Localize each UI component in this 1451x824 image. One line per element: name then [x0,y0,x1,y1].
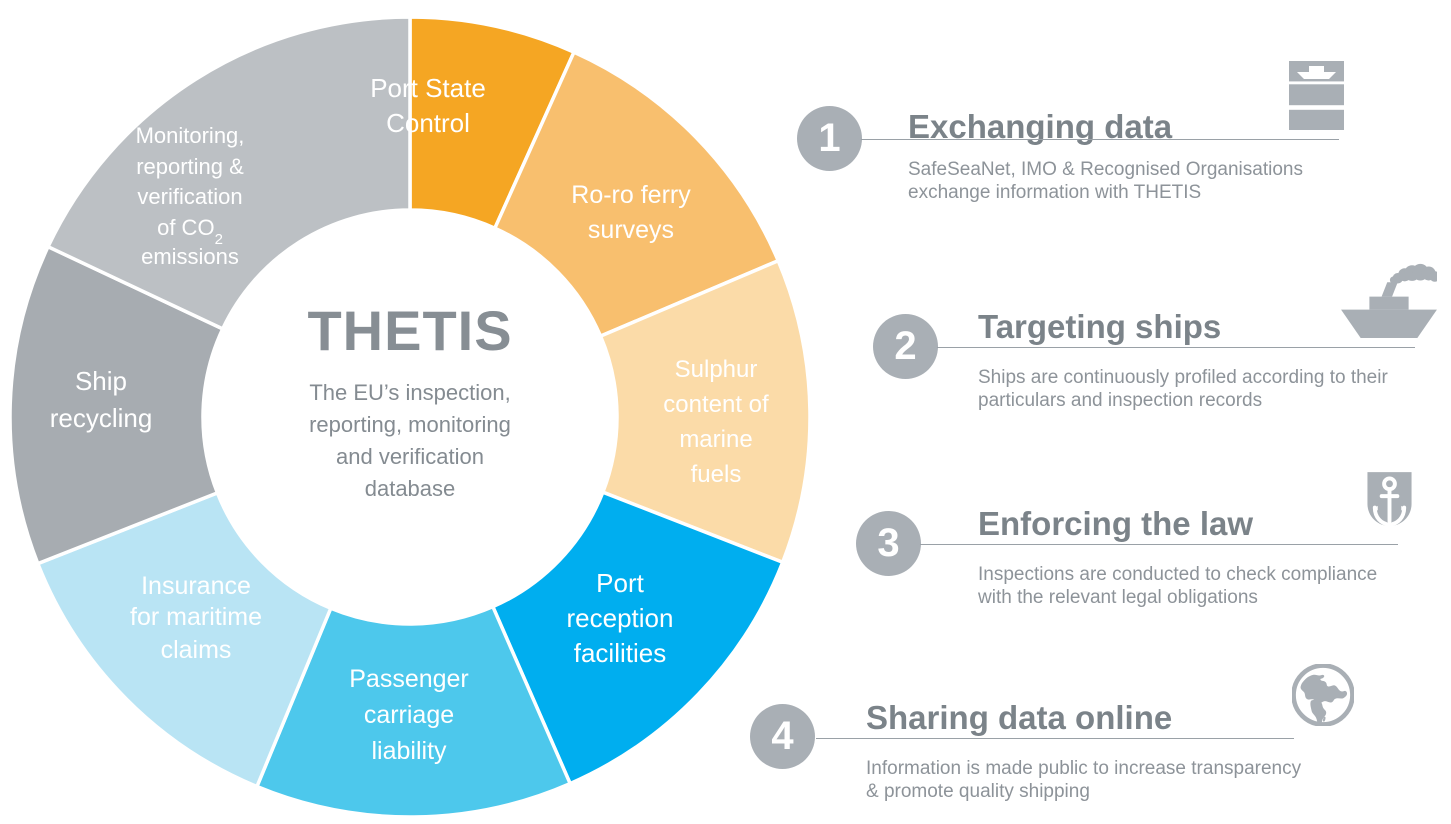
svg-text:and verification: and verification [336,444,484,469]
svg-text:fuels: fuels [691,461,742,488]
svg-text:Ship: Ship [75,366,127,396]
svg-text:marine: marine [679,426,752,453]
svg-text:reception: reception [567,603,674,633]
svg-text:emissions: emissions [141,244,239,269]
svg-text:THETIS: THETIS [307,299,512,362]
svg-text:reporting, monitoring: reporting, monitoring [309,412,511,437]
svg-text:content of: content of [663,391,769,418]
svg-text:for maritime: for maritime [130,603,262,631]
svg-text:claims: claims [161,636,232,664]
svg-text:Sulphur: Sulphur [675,356,758,383]
svg-text:Ro-ro ferry: Ro-ro ferry [571,181,691,209]
svg-text:carriage: carriage [364,701,454,729]
svg-text:Passenger: Passenger [349,665,469,693]
svg-text:Insurance: Insurance [141,572,251,600]
svg-text:verification: verification [137,184,242,209]
svg-text:Monitoring,: Monitoring, [136,123,245,148]
svg-text:database: database [365,476,456,501]
svg-text:liability: liability [371,737,447,765]
svg-text:Port State: Port State [370,73,486,103]
svg-text:surveys: surveys [588,216,674,244]
svg-text:facilities: facilities [574,638,666,668]
svg-text:recycling: recycling [50,403,153,433]
svg-text:reporting &: reporting & [136,154,244,179]
svg-text:Control: Control [386,108,470,138]
svg-text:Port: Port [596,568,644,598]
svg-text:The EU’s inspection,: The EU’s inspection, [309,380,510,405]
